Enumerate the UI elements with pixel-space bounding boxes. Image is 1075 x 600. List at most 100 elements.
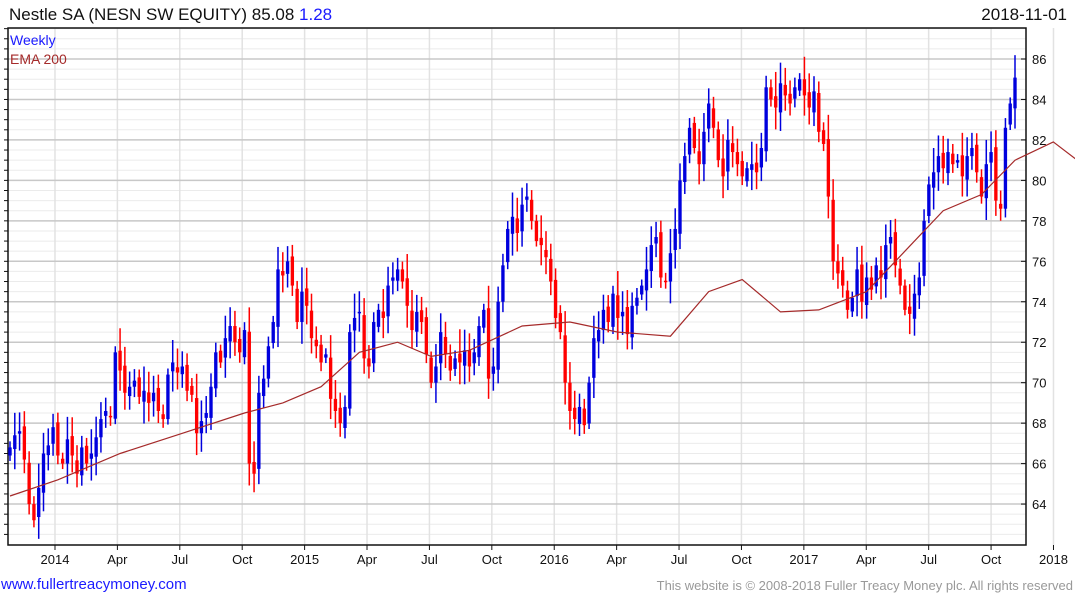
x-tick-label: 2014	[41, 552, 70, 567]
candle-body	[817, 92, 821, 132]
candle-body	[123, 365, 127, 393]
website-link[interactable]: www.fullertreacymoney.com	[1, 576, 187, 593]
candle-body	[8, 447, 12, 456]
candle-body	[683, 156, 687, 182]
candle-body	[156, 387, 161, 412]
y-tick-label: 74	[1032, 295, 1046, 310]
candle-body	[668, 253, 673, 282]
candle-body	[750, 164, 754, 170]
candle-body	[510, 216, 515, 234]
y-tick-label: 82	[1032, 133, 1046, 148]
candle-body	[903, 285, 907, 310]
candle-body	[104, 411, 108, 416]
x-tick-label: Jul	[421, 552, 438, 567]
candle-body	[869, 277, 874, 290]
candle-body	[242, 330, 247, 358]
x-tick-label: Apr	[357, 552, 378, 567]
candle-body	[319, 344, 323, 363]
candle-body	[539, 237, 543, 246]
candle-body	[917, 277, 921, 296]
plot-frame	[7, 27, 1027, 546]
candle-body	[410, 310, 414, 331]
candle-body	[300, 291, 304, 322]
candle-body	[673, 228, 677, 250]
x-tick-label: 2016	[540, 552, 569, 567]
candle-body	[740, 160, 744, 177]
candle-body	[707, 103, 711, 129]
candle-body	[496, 301, 500, 370]
candle-body	[793, 87, 797, 99]
x-tick-label: Oct	[981, 552, 1002, 567]
candle-body	[147, 392, 151, 403]
x-tick-label: Apr	[107, 552, 128, 567]
candle-body	[84, 445, 89, 464]
candle-body	[788, 93, 792, 104]
candle-body	[764, 87, 768, 152]
candle-body	[984, 164, 988, 199]
candle-body	[506, 228, 510, 263]
candle-body	[142, 390, 146, 402]
candle-body	[931, 172, 936, 188]
candle-body	[922, 220, 926, 276]
candle-body	[975, 144, 979, 173]
x-tick-label: 2017	[789, 552, 818, 567]
candle-body	[171, 362, 175, 372]
candle-body	[678, 180, 682, 234]
candle-body	[439, 332, 443, 364]
candle-body	[386, 285, 390, 317]
candle-body	[132, 380, 137, 387]
candle-body	[874, 265, 878, 287]
candle-body	[434, 366, 438, 383]
candle-body	[218, 350, 223, 363]
candle-body	[13, 435, 17, 450]
candle-body	[266, 346, 271, 379]
candle-body	[529, 199, 534, 221]
candle-body	[27, 462, 31, 505]
candle-body	[549, 258, 553, 282]
candle-body	[659, 232, 663, 278]
candle-body	[400, 269, 405, 282]
candle-body	[17, 431, 22, 434]
candle-body	[826, 139, 831, 197]
candle-body	[812, 91, 816, 113]
candle-body	[577, 406, 582, 424]
candle-body	[692, 122, 697, 149]
x-tick-label: Jul	[171, 552, 188, 567]
candle-body	[271, 321, 275, 344]
candle-body	[75, 460, 79, 474]
candle-body	[137, 377, 141, 397]
candle-body	[214, 352, 218, 389]
candle-body	[573, 407, 577, 420]
candle-body	[831, 199, 835, 262]
candle-body	[654, 237, 658, 244]
copyright-notice: This website is © 2008-2018 Fuller Treac…	[656, 578, 1073, 593]
candle-body	[261, 378, 266, 397]
candle-body	[726, 139, 730, 172]
candle-body	[175, 367, 180, 373]
candle-body	[783, 84, 787, 96]
candle-body	[281, 271, 285, 276]
candle-body	[989, 152, 993, 163]
candle-body	[879, 270, 883, 278]
candle-body	[620, 311, 625, 317]
candle-body	[951, 153, 955, 165]
ema-200-line	[9, 141, 1075, 497]
candle-body	[228, 326, 232, 342]
candle-body	[855, 269, 859, 297]
x-tick-label: Apr	[856, 552, 877, 567]
candle-body	[190, 385, 194, 395]
candle-body	[491, 366, 496, 374]
candle-body	[247, 331, 251, 464]
candle-body	[893, 232, 898, 266]
candle-body	[486, 308, 491, 379]
candle-body	[80, 447, 84, 476]
y-tick-label: 76	[1032, 254, 1046, 269]
candle-body	[616, 295, 620, 318]
candle-body	[41, 453, 46, 493]
y-tick-label: 84	[1032, 92, 1046, 107]
candle-body	[563, 335, 567, 383]
legend-weekly: Weekly	[10, 32, 56, 48]
candle-body	[305, 288, 309, 306]
candle-body	[257, 392, 261, 469]
candle-body	[754, 162, 759, 173]
